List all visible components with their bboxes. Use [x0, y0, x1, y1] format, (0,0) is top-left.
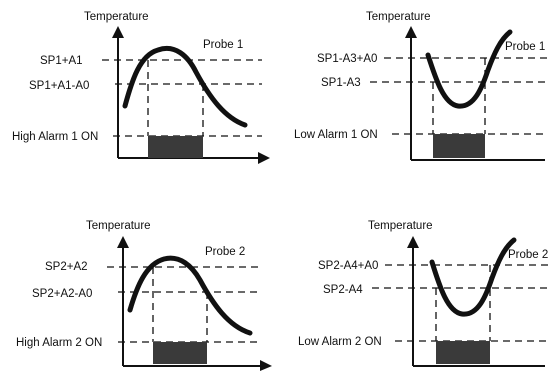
probe-label: Probe 1	[203, 39, 243, 51]
y-axis-title: Temperature	[84, 11, 149, 23]
alarm-active-block	[153, 342, 207, 364]
x-axis-arrow	[260, 360, 272, 371]
probe-temperature-curve	[429, 237, 517, 317]
upper-level-label: SP1+A1	[40, 55, 83, 67]
alarm-active-block	[436, 341, 490, 364]
y-axis-title: Temperature	[368, 220, 433, 232]
lower-level-label: SP1+A1-A0	[29, 80, 89, 92]
low-alarm-2-diagram: Temperature Probe 2 SP2-A4+A0 SP2-A4 Low…	[298, 220, 548, 367]
lower-level-label: SP1-A3	[321, 77, 361, 89]
lower-level-label: SP2+A2-A0	[32, 288, 92, 300]
lower-level-label: SP2-A4	[323, 284, 363, 296]
probe-label: Probe 1	[505, 41, 545, 53]
alarm-label: High Alarm 1 ON	[12, 131, 98, 143]
y-axis-title: Temperature	[366, 11, 431, 23]
alarm-label: High Alarm 2 ON	[16, 337, 102, 349]
low-alarm-1-diagram: Temperature Probe 1 SP1-A3+A0 SP1-A3 Low…	[294, 11, 548, 161]
alarm-label: Low Alarm 1 ON	[294, 129, 378, 141]
alarm-label: Low Alarm 2 ON	[298, 336, 382, 348]
probe-temperature-curve	[122, 46, 248, 128]
y-axis-arrow	[407, 236, 419, 248]
upper-level-label: SP1-A3+A0	[317, 53, 377, 65]
y-axis-title: Temperature	[86, 220, 151, 232]
upper-level-label: SP2+A2	[45, 261, 88, 273]
alarm-active-block	[148, 136, 203, 158]
probe-label: Probe 2	[205, 246, 245, 258]
probe-label: Probe 2	[508, 249, 548, 261]
high-alarm-1-diagram: Temperature Probe 1 SP1+A1 SP1+A1-A0 Hig…	[12, 11, 270, 164]
upper-level-label: SP2-A4+A0	[318, 260, 378, 272]
alarm-active-block	[433, 134, 485, 158]
x-axis-arrow	[258, 152, 270, 164]
probe-temperature-curve	[127, 255, 253, 336]
high-alarm-2-diagram: Temperature Probe 2 SP2+A2 SP2+A2-A0 Hig…	[16, 220, 272, 371]
y-axis-arrow	[112, 26, 124, 38]
y-axis-arrow	[117, 236, 129, 248]
probe-temperature-curve	[425, 29, 513, 109]
y-axis-arrow	[405, 26, 417, 38]
